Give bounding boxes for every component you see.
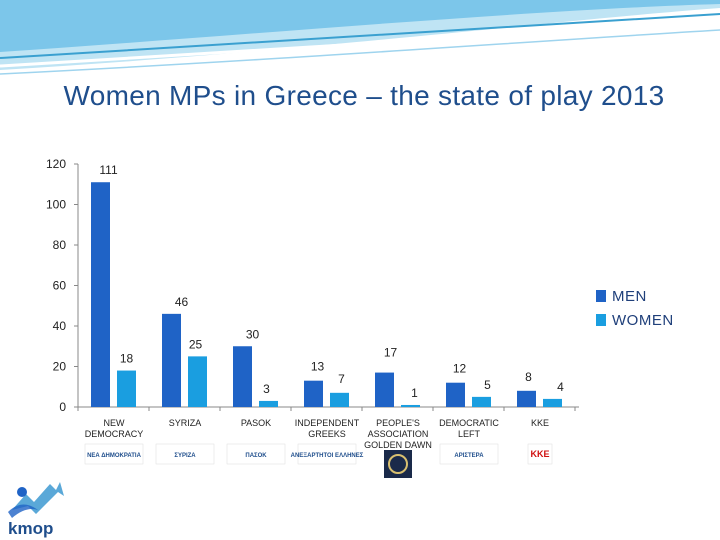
y-tick-label: 60 [53, 279, 67, 293]
data-label-men-new-democracy: 111 [99, 163, 118, 177]
data-label-women-people-s-association-golden-dawn: 1 [411, 386, 418, 400]
data-label-men-kke: 8 [525, 370, 532, 384]
new-democracy-logo-text: ΝΕΑ ΔΗΜΟΚΡΑΤΙΑ [87, 453, 141, 459]
new-democracy-logo [84, 443, 144, 465]
independent-greeks-logo-text: ΑΝΕΞΑΡΤΗΤΟΙ ΕΛΛΗΝΕΣ [291, 453, 364, 459]
data-label-women-syriza: 25 [189, 337, 203, 351]
y-tick-label: 120 [46, 157, 66, 171]
legend-swatch-men [596, 290, 606, 302]
bar-men-pasok [233, 346, 252, 407]
kmop-logo-text: kmop [8, 519, 53, 538]
category-label-people-s-association-golden-dawn: PEOPLE'S ASSOCIATION GOLDEN DAWN [364, 418, 432, 450]
bar-men-democratic-left [446, 382, 465, 407]
bar-men-people-s-association-golden-dawn [375, 372, 394, 407]
category-label-syriza: SYRIZA [169, 418, 202, 428]
legend-label-women: WOMEN [612, 311, 674, 329]
bar-men-kke [517, 390, 536, 407]
golden-dawn-emblem [388, 454, 408, 474]
legend-swatch-women [596, 314, 606, 326]
kke-logo [527, 443, 553, 465]
bar-women-syriza [188, 356, 207, 407]
category-label-kke: KKE [531, 418, 549, 428]
kmop-logo: kmop [8, 482, 64, 538]
syriza-logo [155, 443, 215, 465]
data-label-women-kke: 4 [557, 380, 564, 394]
category-label-democratic-left: DEMOCRATIC LEFT [439, 418, 499, 439]
syriza-logo-text: ΣΥΡΙΖΑ [174, 453, 196, 459]
data-label-women-democratic-left: 5 [484, 378, 491, 392]
data-label-women-pasok: 3 [263, 382, 270, 396]
y-tick-label: 40 [53, 319, 67, 333]
data-label-men-syriza: 46 [175, 295, 189, 309]
bar-women-pasok [259, 400, 278, 407]
bar-women-independent-greeks [330, 392, 349, 407]
y-tick-label: 100 [46, 198, 66, 212]
category-label-independent-greeks: INDEPENDENT GREEKS [295, 418, 360, 439]
data-label-men-democratic-left: 12 [453, 362, 467, 376]
data-label-men-independent-greeks: 13 [311, 360, 325, 374]
pasok-logo-text: ΠΑΣΟΚ [245, 453, 267, 459]
legend-item-men: MEN [596, 284, 674, 308]
category-label-pasok: PASOK [241, 418, 271, 428]
bar-men-new-democracy [91, 182, 110, 407]
bar-women-kke [543, 398, 562, 407]
data-label-men-people-s-association-golden-dawn: 17 [384, 346, 398, 360]
legend-item-women: WOMEN [596, 308, 674, 332]
democratic-left-logo-text: ΑΡΙΣΤΕΡΑ [454, 453, 484, 459]
democratic-left-logo [439, 443, 499, 465]
kke-logo-text: KKE [530, 449, 549, 459]
y-tick-label: 80 [53, 238, 67, 252]
data-label-men-pasok: 30 [246, 327, 260, 341]
legend: MEN WOMEN [596, 284, 674, 332]
category-label-new-democracy: NEW DEMOCRACY [85, 418, 144, 439]
bar-men-syriza [162, 313, 181, 407]
pasok-logo [226, 443, 286, 465]
independent-greeks-logo [297, 443, 357, 465]
data-label-women-new-democracy: 18 [120, 352, 134, 366]
bar-men-independent-greeks [304, 380, 323, 407]
bar-women-people-s-association-golden-dawn [401, 404, 420, 407]
header-decoration [0, 0, 720, 75]
bar-women-democratic-left [472, 396, 491, 407]
y-tick-label: 0 [59, 400, 66, 414]
data-label-women-independent-greeks: 7 [338, 372, 345, 386]
page-title: Women MPs in Greece – the state of play … [63, 80, 665, 111]
legend-label-men: MEN [612, 287, 647, 305]
bar-women-new-democracy [117, 370, 136, 407]
y-tick-label: 20 [53, 360, 67, 374]
